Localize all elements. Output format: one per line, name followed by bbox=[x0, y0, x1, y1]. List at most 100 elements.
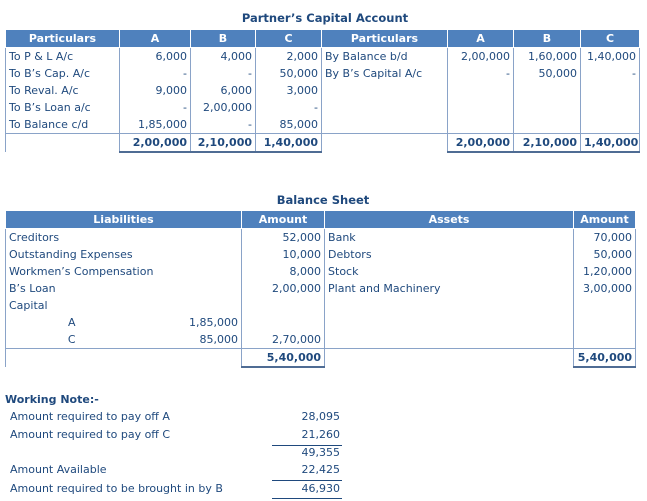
capital-account-title: Partner’s Capital Account bbox=[241, 11, 409, 25]
table-row: To B’s Cap. A/c - - 50,000 By B’s Capita… bbox=[5, 65, 640, 82]
asset-label: Debtors bbox=[324, 246, 574, 263]
liability-amount-empty bbox=[241, 297, 325, 314]
header-assets: Assets bbox=[324, 210, 575, 229]
credit-c: 1,40,000 bbox=[580, 47, 640, 65]
credit-b: 1,60,000 bbox=[513, 47, 581, 65]
header-a: A bbox=[447, 29, 514, 48]
asset-label: Stock bbox=[324, 263, 574, 280]
capital-partner: C bbox=[5, 331, 138, 349]
sum-rule bbox=[272, 480, 342, 481]
liability-amount: 8,000 bbox=[241, 263, 325, 280]
header-c: C bbox=[580, 29, 640, 48]
working-note-value: 46,930 bbox=[301, 482, 341, 495]
credit-a-empty bbox=[447, 116, 514, 134]
capital-account-table: Particulars A B C Particulars A B C To P… bbox=[5, 29, 640, 153]
debit-b: - bbox=[190, 116, 256, 134]
header-particulars: Particulars bbox=[321, 29, 448, 48]
sum-rule bbox=[272, 498, 342, 499]
debit-a: 9,000 bbox=[119, 82, 191, 99]
header-c: C bbox=[255, 29, 322, 48]
debit-total-c: 1,40,000 bbox=[255, 133, 322, 153]
asset-amount: 1,20,000 bbox=[573, 263, 637, 280]
credit-total-c: 1,40,000 bbox=[580, 133, 640, 153]
debit-total-b: 2,10,000 bbox=[190, 133, 256, 153]
asset-amount: 50,000 bbox=[573, 246, 637, 263]
credit-label-empty bbox=[321, 99, 448, 116]
debit-label: To Balance c/d bbox=[5, 116, 120, 134]
debit-a: - bbox=[119, 99, 191, 116]
liability-label: Creditors bbox=[4, 228, 242, 246]
liability-label: Workmen’s Compensation bbox=[4, 263, 242, 280]
credit-a-empty bbox=[447, 82, 514, 99]
capital-detail-row: C 85,000 2,70,000 bbox=[5, 331, 637, 349]
debit-c: 85,000 bbox=[255, 116, 322, 134]
table-row: Workmen’s Compensation 8,000 Stock 1,20,… bbox=[4, 263, 637, 280]
totals-row: 2,00,000 2,10,000 1,40,000 2,00,000 2,10… bbox=[5, 133, 640, 153]
credit-c: - bbox=[580, 65, 640, 82]
liability-amount: 52,000 bbox=[241, 228, 325, 246]
total-label-empty bbox=[321, 133, 448, 152]
totals-row: 5,40,000 5,40,000 bbox=[4, 348, 637, 368]
debit-label: To B’s Cap. A/c bbox=[5, 65, 120, 82]
credit-b-empty bbox=[513, 99, 581, 116]
asset-amount-empty bbox=[573, 331, 637, 349]
debit-a: 1,85,000 bbox=[119, 116, 191, 134]
working-note-subtotal: 49,355 bbox=[301, 446, 341, 459]
asset-label: Plant and Machinery bbox=[324, 280, 574, 297]
credit-total-b: 2,10,000 bbox=[513, 133, 581, 153]
total-label-empty bbox=[5, 133, 120, 152]
header-b: B bbox=[190, 29, 256, 48]
working-note-value: 28,095 bbox=[301, 410, 341, 423]
credit-c-empty bbox=[580, 116, 640, 134]
liability-amount-empty bbox=[241, 314, 325, 331]
working-note-label: Amount required to pay off C bbox=[10, 428, 171, 441]
balance-sheet-title: Balance Sheet bbox=[276, 193, 370, 207]
credit-b: 50,000 bbox=[513, 65, 581, 82]
table-row: Creditors 52,000 Bank 70,000 bbox=[4, 228, 637, 246]
debit-c: 50,000 bbox=[255, 65, 322, 82]
total-label-empty bbox=[324, 348, 574, 367]
balance-header-row: Liabilities Amount Assets Amount bbox=[4, 210, 637, 229]
liability-label: B’s Loan bbox=[4, 280, 242, 297]
total-label-empty bbox=[4, 348, 242, 367]
total-liabilities: 5,40,000 bbox=[241, 348, 325, 368]
header-particulars: Particulars bbox=[5, 29, 120, 48]
working-note-value: 21,260 bbox=[301, 428, 341, 441]
debit-a: - bbox=[119, 65, 191, 82]
table-row: To B’s Loan a/c - 2,00,000 - bbox=[5, 99, 640, 116]
header-amount: Amount bbox=[241, 210, 326, 229]
debit-c: - bbox=[255, 99, 322, 116]
asset-label-empty bbox=[324, 297, 574, 314]
credit-a-empty bbox=[447, 99, 514, 116]
asset-amount-empty bbox=[573, 314, 637, 331]
table-row: B’s Loan 2,00,000 Plant and Machinery 3,… bbox=[4, 280, 637, 297]
debit-label: To Reval. A/c bbox=[5, 82, 120, 99]
asset-label-empty bbox=[324, 314, 574, 331]
total-assets: 5,40,000 bbox=[573, 348, 637, 368]
table-row: To Reval. A/c 9,000 6,000 3,000 bbox=[5, 82, 640, 99]
debit-b: - bbox=[190, 65, 256, 82]
credit-a: - bbox=[447, 65, 514, 82]
capital-partner: A bbox=[5, 314, 138, 331]
working-note-title: Working Note:- bbox=[5, 393, 99, 406]
asset-label: Bank bbox=[324, 228, 574, 246]
working-note-label: Amount Available bbox=[10, 463, 107, 476]
credit-b-empty bbox=[513, 82, 581, 99]
table-row: To Balance c/d 1,85,000 - 85,000 bbox=[5, 116, 640, 134]
asset-amount: 70,000 bbox=[573, 228, 637, 246]
credit-label: By Balance b/d bbox=[321, 47, 448, 65]
table-row: To P & L A/c 6,000 4,000 2,000 By Balanc… bbox=[5, 47, 640, 65]
capital-partner-value: 85,000 bbox=[199, 333, 239, 346]
liability-label: Outstanding Expenses bbox=[4, 246, 242, 263]
header-a: A bbox=[119, 29, 191, 48]
asset-amount-empty bbox=[573, 297, 637, 314]
debit-c: 2,000 bbox=[255, 47, 322, 65]
debit-a: 6,000 bbox=[119, 47, 191, 65]
debit-label: To P & L A/c bbox=[5, 47, 120, 65]
credit-c-empty bbox=[580, 82, 640, 99]
table-row: Capital bbox=[4, 297, 637, 314]
working-note-label: Amount required to pay off A bbox=[10, 410, 170, 423]
debit-label: To B’s Loan a/c bbox=[5, 99, 120, 116]
credit-b-empty bbox=[513, 116, 581, 134]
table-row: Outstanding Expenses 10,000 Debtors 50,0… bbox=[4, 246, 637, 263]
